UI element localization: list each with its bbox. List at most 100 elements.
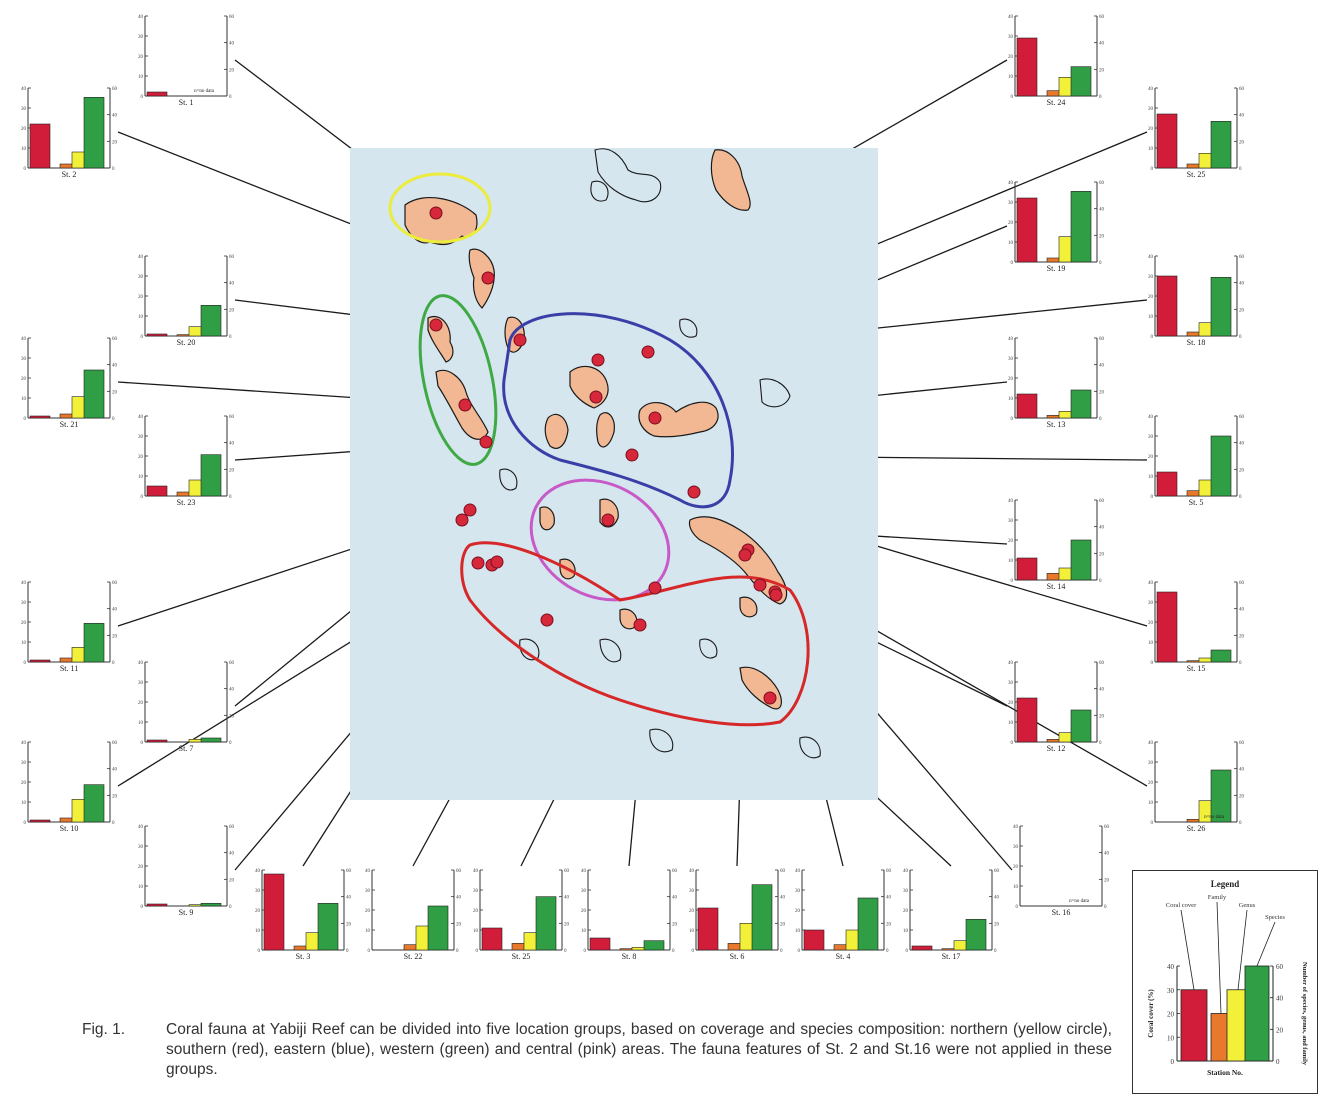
right-tick-label: 0: [229, 95, 232, 100]
station-chart: 40 30 20 10 0 60 40 20 0 St. 2: [21, 87, 118, 179]
left-tick-label: 10: [21, 147, 27, 152]
legend-pointer: [1180, 909, 1195, 990]
left-tick-label: 20: [138, 455, 144, 460]
left-tick-label: 0: [1011, 261, 1014, 266]
right-tick-label: 0: [1239, 661, 1242, 666]
right-tick-label: 60: [1099, 181, 1105, 186]
station-site-marker: [591, 353, 605, 367]
left-tick-label: 30: [1148, 107, 1154, 112]
left-tick-label: 40: [1008, 337, 1014, 342]
legend-right-tick-label: 20: [1276, 1026, 1284, 1034]
legend-left-tick-label: 10: [1167, 1034, 1175, 1042]
right-tick-label: 0: [1104, 905, 1107, 910]
station-chart: 40 30 20 10 0 60 40 20 0 St. 15: [1148, 581, 1245, 673]
right-tick-label: 20: [1239, 794, 1245, 799]
left-tick-label: 10: [1008, 241, 1014, 246]
bar-species: [1070, 539, 1092, 581]
station-label: St. 6: [730, 952, 745, 961]
left-tick-label: 40: [255, 869, 261, 874]
station-chart: 40 30 20 10 0 60 40 20 0 St. 17: [903, 869, 1000, 961]
left-tick-label: 10: [795, 929, 801, 934]
left-tick-label: 10: [138, 315, 144, 320]
left-tick-label: 0: [1011, 417, 1014, 422]
station-label: St. 19: [1047, 264, 1066, 273]
legend-left-axis-label: Coral cover (%): [1147, 989, 1155, 1038]
left-tick-label: 40: [21, 741, 27, 746]
left-tick-label: 10: [473, 929, 479, 934]
right-tick-label: 0: [112, 417, 115, 422]
legend-series-label: Genus: [1239, 902, 1256, 909]
left-tick-label: 20: [903, 909, 909, 914]
legend-left-tick-label: 30: [1167, 987, 1175, 995]
bar-coral-cover: [1156, 591, 1178, 663]
left-tick-label: 0: [692, 949, 695, 954]
right-tick-label: 40: [1239, 114, 1245, 119]
bar-coral-cover: [589, 937, 611, 951]
right-tick-label: 40: [1239, 282, 1245, 287]
reef-outline: [699, 638, 718, 659]
bar-coral-cover: [146, 333, 168, 337]
right-tick-label: 20: [994, 922, 1000, 927]
right-tick-label: 20: [1239, 468, 1245, 473]
station-chart: 40 30 20 10 0 60 40 20 0 St. 8: [581, 869, 678, 961]
no-data-note: n=no data: [1069, 899, 1090, 904]
left-tick-label: 20: [138, 865, 144, 870]
station-chart: 40 30 20 10 0 60 40 20 0 St. 4: [795, 869, 892, 961]
right-tick-label: 20: [229, 468, 235, 473]
left-tick-label: 0: [798, 949, 801, 954]
right-tick-label: 0: [1239, 335, 1242, 340]
left-tick-label: 10: [1148, 147, 1154, 152]
left-tick-label: 40: [1008, 661, 1014, 666]
left-tick-label: 10: [581, 929, 587, 934]
station-site-marker: [648, 581, 662, 595]
reef-outline: [799, 736, 821, 759]
bar-species: [200, 737, 222, 743]
left-tick-label: 20: [21, 127, 27, 132]
station-label: St. 5: [1189, 498, 1204, 507]
left-tick-label: 20: [138, 295, 144, 300]
right-tick-label: 60: [1239, 741, 1245, 746]
station-chart: 40 30 20 10 0 60 40 20 0 St. 9: [138, 825, 235, 917]
legend-bar-species: [1244, 965, 1270, 1062]
station-chart: 40 30 20 10 0 60 40 20 0 St. 11: [21, 581, 118, 673]
left-tick-label: 40: [1008, 181, 1014, 186]
left-tick-label: 40: [689, 869, 695, 874]
left-tick-label: 40: [1008, 499, 1014, 504]
left-tick-label: 20: [795, 909, 801, 914]
left-tick-label: 20: [21, 621, 27, 626]
right-tick-label: 60: [229, 415, 235, 420]
left-tick-label: 10: [1008, 721, 1014, 726]
left-tick-label: 10: [21, 397, 27, 402]
bar-coral-cover: [1016, 197, 1038, 263]
station-sites: [429, 206, 783, 705]
left-tick-label: 10: [1148, 475, 1154, 480]
station-label: St. 1: [179, 98, 194, 107]
station-label: St. 15: [1187, 664, 1206, 673]
left-tick-label: 40: [21, 581, 27, 586]
left-tick-label: 20: [255, 909, 261, 914]
station-site-marker: [429, 318, 443, 332]
station-chart: 40 30 20 10 0 60 40 20 0 St. 12: [1008, 661, 1105, 753]
left-tick-label: 30: [21, 761, 27, 766]
bar-species: [200, 454, 222, 497]
right-tick-label: 40: [112, 768, 118, 773]
left-tick-label: 20: [21, 377, 27, 382]
left-tick-label: 40: [1148, 415, 1154, 420]
figure-caption: Fig. 1. Coral fauna at Yabiji Reef can b…: [82, 1020, 1112, 1080]
left-tick-label: 0: [141, 741, 144, 746]
right-tick-label: 60: [229, 661, 235, 666]
bar-coral-cover: [29, 415, 51, 419]
bar-coral-cover: [1156, 113, 1178, 169]
left-tick-label: 20: [473, 909, 479, 914]
left-tick-label: 40: [138, 661, 144, 666]
left-tick-label: 30: [365, 889, 371, 894]
left-tick-label: 20: [1148, 455, 1154, 460]
left-tick-label: 40: [21, 87, 27, 92]
reef-outline: [649, 728, 674, 753]
station-label: St. 24: [1047, 98, 1066, 107]
left-tick-label: 0: [1151, 661, 1154, 666]
station-site-marker: [479, 435, 493, 449]
left-tick-label: 30: [138, 845, 144, 850]
bar-coral-cover: [911, 945, 933, 951]
